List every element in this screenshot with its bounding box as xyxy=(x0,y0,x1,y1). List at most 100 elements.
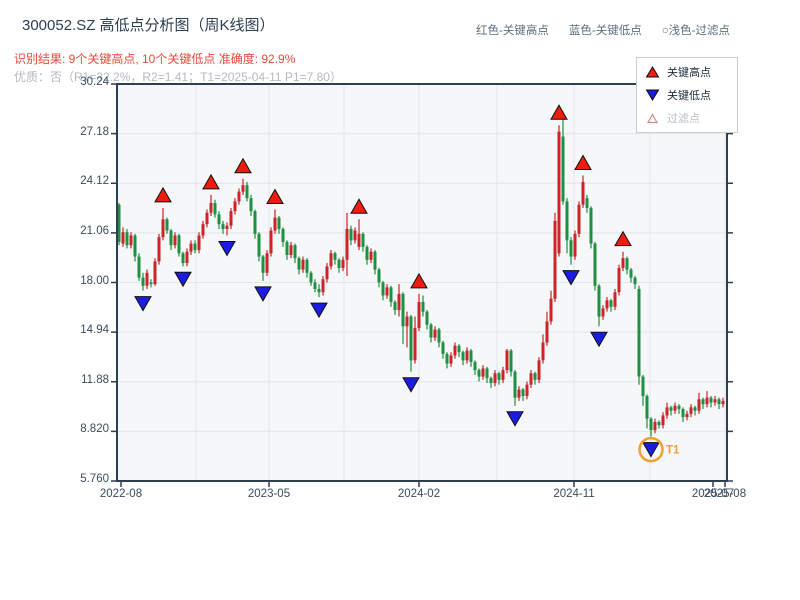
candle-body xyxy=(509,350,513,372)
candle-body xyxy=(177,235,181,254)
candle-body xyxy=(241,185,245,192)
key-low-marker xyxy=(134,296,152,312)
candle-body xyxy=(585,198,589,208)
candle-body xyxy=(341,259,345,268)
key-high-marker xyxy=(614,230,632,247)
recognition-result-text: 识别结果: 9个关键高点, 10个关键低点 准确度: 92.9% xyxy=(14,52,296,66)
candle-body xyxy=(501,370,505,380)
candle-body xyxy=(237,191,241,202)
y-tick-label: 24.12 xyxy=(80,175,109,188)
candle-body xyxy=(513,371,517,398)
candle-body xyxy=(317,288,321,293)
candle-body xyxy=(437,329,441,343)
candle-body xyxy=(229,211,233,226)
candle-body xyxy=(505,350,509,371)
legend-item-label: 过滤点 xyxy=(667,113,700,125)
candle-body xyxy=(285,241,289,255)
quality-text: 优质：否（R1=32.2%，R2=1.41；T1=2025-04-11 P1=7… xyxy=(14,70,342,84)
candle-body xyxy=(393,301,397,311)
key-low-marker xyxy=(218,240,236,257)
x-tick-label: 2025-07 xyxy=(691,488,735,500)
legend-item-key-low: 关键低点 xyxy=(645,87,729,103)
candle-body xyxy=(609,300,613,307)
candle-body xyxy=(165,219,169,231)
candle-body xyxy=(289,245,293,255)
page-title: 300052.SZ 高低点分析图（周K线图） xyxy=(22,17,275,34)
candle-body xyxy=(589,207,593,244)
candle-body xyxy=(525,384,529,397)
key-low-marker xyxy=(402,377,420,393)
candle-body xyxy=(453,345,457,356)
candle-body xyxy=(189,243,193,252)
candle-body xyxy=(261,256,265,273)
candle-body xyxy=(605,300,609,309)
candle-body xyxy=(161,219,165,238)
candle-body xyxy=(133,235,137,257)
candle-body xyxy=(345,228,349,260)
candle-body xyxy=(449,355,453,364)
candle-body xyxy=(425,311,429,325)
candle-body xyxy=(533,373,537,380)
candle-body xyxy=(485,368,489,379)
candle-body xyxy=(157,237,161,262)
candle-body xyxy=(705,397,709,405)
candle-body xyxy=(565,201,569,241)
candle-body xyxy=(265,253,269,273)
candle-body xyxy=(201,224,205,236)
candle-body xyxy=(597,285,601,317)
candle-body xyxy=(493,373,497,384)
legend-item-key-high: 关键高点 xyxy=(645,64,729,80)
candle-body xyxy=(701,399,705,405)
candle-body xyxy=(205,212,209,225)
y-tick-label: 30.24 xyxy=(80,76,109,88)
candle-body xyxy=(721,400,725,405)
candle-body xyxy=(273,217,277,231)
candle-body xyxy=(549,298,553,322)
candle-body xyxy=(665,407,669,416)
candle-body xyxy=(145,272,149,286)
candle-body xyxy=(309,272,313,283)
candle-body xyxy=(621,258,625,268)
x-tick-label: 2024-02 xyxy=(397,488,441,500)
x-tick-label: 2023-05 xyxy=(247,488,291,500)
t1-circle-marker xyxy=(638,436,664,463)
candle-body xyxy=(673,405,677,411)
candle-body xyxy=(653,421,657,431)
candle-body xyxy=(389,287,393,302)
key-high-marker xyxy=(350,198,368,214)
candle-body xyxy=(581,181,585,205)
candle-body xyxy=(717,399,721,405)
candle-body xyxy=(469,350,473,362)
key-low-marker xyxy=(310,302,328,319)
candle-body xyxy=(445,353,449,364)
candle-body xyxy=(397,293,401,311)
candle-body xyxy=(181,253,185,264)
candle-body xyxy=(417,301,421,328)
legend-item-label: 关键高点 xyxy=(667,67,711,79)
key-high-marker xyxy=(266,188,284,205)
candle-body xyxy=(313,282,317,289)
candle-body xyxy=(625,258,629,270)
filtered-legend-icon xyxy=(646,113,659,124)
candle-body xyxy=(477,370,481,377)
candle-body xyxy=(401,293,405,327)
candle-body xyxy=(357,233,361,247)
key-high-marker xyxy=(154,186,172,203)
y-tick-label: 27.18 xyxy=(80,125,109,138)
candle-body xyxy=(433,329,437,338)
candle-body xyxy=(649,418,653,431)
x-tick-label: 2022-08 xyxy=(99,488,143,500)
candle-body xyxy=(601,308,605,317)
candle-body xyxy=(153,261,157,285)
x-tick-label: 2025-08 xyxy=(703,488,747,500)
y-tick-label: 5.760 xyxy=(80,473,109,485)
candle-body xyxy=(689,407,693,414)
candle-body xyxy=(333,253,337,260)
color-legend-line: 红色-关键高点 蓝色-关键低点 ○浅色-过滤点 xyxy=(476,22,730,38)
candle-body xyxy=(413,327,417,361)
candle-body xyxy=(553,220,557,299)
candle-body xyxy=(421,301,425,312)
candle-body xyxy=(173,235,177,246)
candle-body xyxy=(429,324,433,338)
